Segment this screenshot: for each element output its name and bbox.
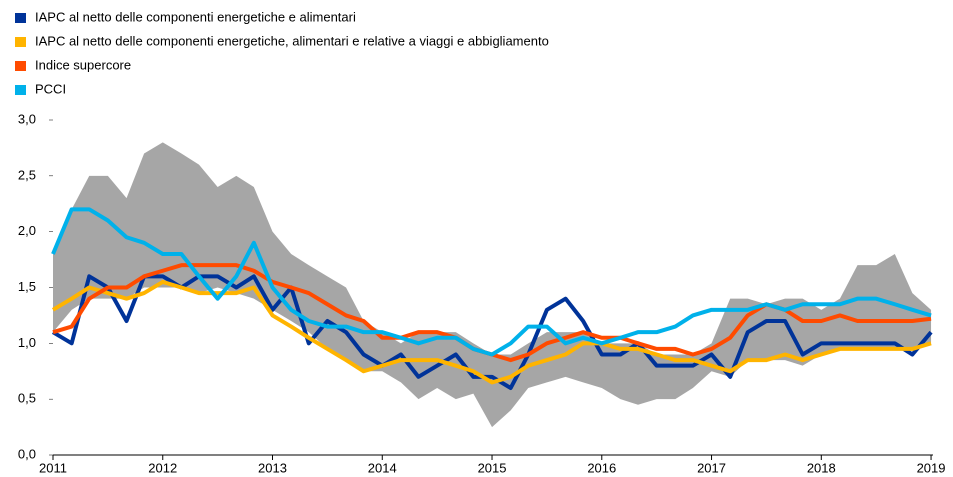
y-tick-label: 1,0 [18,335,36,350]
y-tick-label: 0,5 [18,391,36,406]
y-tick-label: 0,0 [18,446,36,461]
legend-label: IAPC al netto delle componenti energetic… [35,33,549,48]
x-tick-label: 2012 [148,460,177,475]
x-tick-label: 2016 [587,460,616,475]
x-tick-label: 2018 [807,460,836,475]
legend-swatch [15,61,26,71]
legend-swatch [15,37,26,47]
legend-swatch [15,85,26,95]
legend-label: IAPC al netto delle componenti energetic… [35,9,356,24]
series-line [51,279,932,385]
series-line [51,207,932,357]
y-tick-label: 2,5 [18,167,36,182]
legend-swatch [15,13,26,23]
x-tick-label: 2011 [39,460,67,475]
x-tick-label: 2013 [258,460,287,475]
y-tick-label: 2,0 [18,223,36,238]
x-tick-label: 2019 [917,460,946,475]
legend-label: Indice supercore [35,57,131,72]
x-tick-label: 2015 [478,460,507,475]
x-tick-label: 2017 [697,460,726,475]
x-tick-label: 2014 [368,460,397,475]
y-tick-label: 3,0 [18,111,36,126]
y-tick-label: 1,5 [18,279,36,294]
legend-label: PCCI [35,81,66,96]
